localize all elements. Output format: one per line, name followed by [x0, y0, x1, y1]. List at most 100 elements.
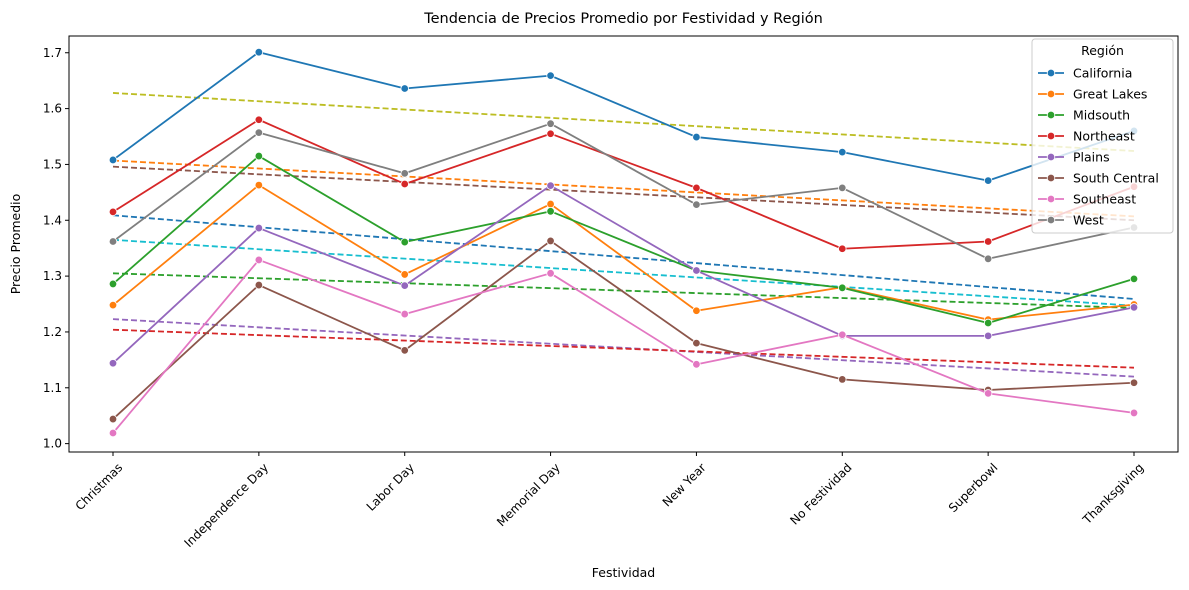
data-point-midsouth — [108, 279, 118, 289]
data-point-southeast — [254, 255, 264, 265]
trendlines — [112, 92, 1135, 378]
data-point-south-central — [546, 236, 555, 246]
legend-label-plains: Plains — [1073, 150, 1110, 165]
legend-marker-southeast — [1046, 194, 1056, 204]
data-point-california — [838, 147, 847, 157]
trendline — [112, 328, 1135, 369]
chart-title: Tendencia de Precios Promedio por Festiv… — [423, 11, 823, 27]
data-point-plains — [692, 266, 701, 275]
data-point-south-central — [838, 375, 847, 384]
series-line-northeast — [112, 118, 1135, 250]
data-point-southeast — [108, 428, 118, 438]
data-point-west — [400, 169, 409, 178]
legend-label-northeast: Northeast — [1073, 129, 1135, 144]
data-point-midsouth — [1129, 274, 1139, 284]
data-point-california — [546, 71, 555, 80]
legend-label-south-central: South Central — [1073, 171, 1159, 186]
data-point-northeast — [254, 115, 264, 124]
data-point-northeast — [983, 237, 993, 246]
axes: Tendencia de Precios Promedio por Festiv… — [8, 11, 1179, 580]
data-point-west — [692, 200, 701, 209]
data-point-midsouth — [546, 207, 555, 216]
x-tick-label: Labor Day — [364, 460, 417, 513]
legend-box — [1031, 38, 1174, 234]
series-line-midsouth — [112, 155, 1135, 324]
data-point-great-lakes — [254, 180, 264, 190]
legend-title: Región — [1081, 43, 1124, 58]
data-point-plains — [983, 331, 993, 341]
data-point-great-lakes — [108, 300, 118, 310]
data-point-west — [254, 128, 264, 137]
data-point-midsouth — [983, 318, 993, 328]
y-tick-label: 1.5 — [43, 157, 62, 171]
series-line-southeast — [112, 259, 1135, 434]
legend-label-california: California — [1073, 66, 1132, 81]
x-tick-label: Thanksgiving — [1079, 460, 1146, 527]
y-tick-label: 1.1 — [43, 381, 62, 395]
data-point-northeast — [546, 129, 555, 138]
data-point-plains — [546, 181, 555, 190]
data-point-midsouth — [400, 237, 409, 247]
data-point-west — [546, 119, 555, 128]
legend: Región California Great Lakes Midsouth North… — [1031, 38, 1174, 234]
data-point-southeast — [400, 309, 409, 319]
data-point-great-lakes — [692, 306, 701, 315]
x-tick-label: Christmas — [73, 460, 126, 513]
x-axis-title: Festividad — [592, 565, 655, 580]
data-point-southeast — [546, 269, 555, 278]
series-line-california — [112, 51, 1135, 182]
data-point-southeast — [1129, 408, 1139, 418]
y-tick-label: 1.4 — [43, 213, 62, 227]
data-point-midsouth — [254, 151, 264, 161]
data-point-west — [983, 254, 993, 263]
series-line-west — [112, 122, 1135, 260]
legend-label-midsouth: Midsouth — [1073, 108, 1130, 123]
legend-marker-northeast — [1046, 131, 1056, 141]
x-tick-label: No Festividad — [787, 460, 854, 527]
y-tick-label: 1.6 — [43, 102, 62, 116]
series-lines — [108, 47, 1139, 438]
trendline — [112, 238, 1135, 307]
x-tick-label: Memorial Day — [494, 460, 563, 529]
legend-marker-plains — [1046, 152, 1056, 162]
legend-label-west: West — [1073, 213, 1104, 228]
x-tick-label: New Year — [660, 460, 709, 509]
data-point-california — [400, 84, 409, 93]
data-point-california — [108, 155, 118, 165]
y-tick-label: 1.2 — [43, 325, 62, 339]
data-point-northeast — [692, 183, 701, 193]
legend-marker-south-central — [1046, 173, 1056, 183]
data-point-south-central — [254, 280, 264, 290]
data-point-southeast — [838, 330, 847, 339]
data-point-southeast — [983, 389, 993, 398]
legend-label-southeast: Southeast — [1073, 192, 1136, 207]
legend-marker-midsouth — [1046, 110, 1056, 120]
y-tick-label: 1.7 — [43, 46, 62, 60]
series-line-south-central — [112, 240, 1135, 420]
data-point-southeast — [692, 360, 701, 369]
data-point-northeast — [400, 179, 409, 189]
data-point-california — [983, 176, 993, 185]
data-point-midsouth — [838, 283, 847, 293]
data-point-west — [108, 237, 118, 246]
data-point-south-central — [400, 346, 409, 355]
plot-frame — [68, 35, 1179, 453]
trendline — [112, 165, 1135, 222]
y-axis-title: Precio Promedio — [8, 194, 23, 295]
series-line-great-lakes — [112, 184, 1135, 321]
data-point-great-lakes — [546, 199, 555, 209]
data-point-south-central — [108, 414, 118, 424]
data-point-plains — [254, 223, 264, 233]
y-tick-label: 1.3 — [43, 269, 62, 283]
legend-marker-great-lakes — [1046, 89, 1056, 99]
data-point-south-central — [692, 338, 701, 348]
data-point-plains — [108, 359, 118, 368]
legend-label-great-lakes: Great Lakes — [1073, 87, 1147, 102]
y-tick-label: 1.0 — [43, 437, 62, 451]
data-point-northeast — [108, 207, 118, 217]
legend-marker-west — [1046, 215, 1056, 225]
data-point-south-central — [1129, 378, 1139, 387]
data-point-california — [692, 132, 701, 142]
series-line-plains — [112, 184, 1135, 364]
